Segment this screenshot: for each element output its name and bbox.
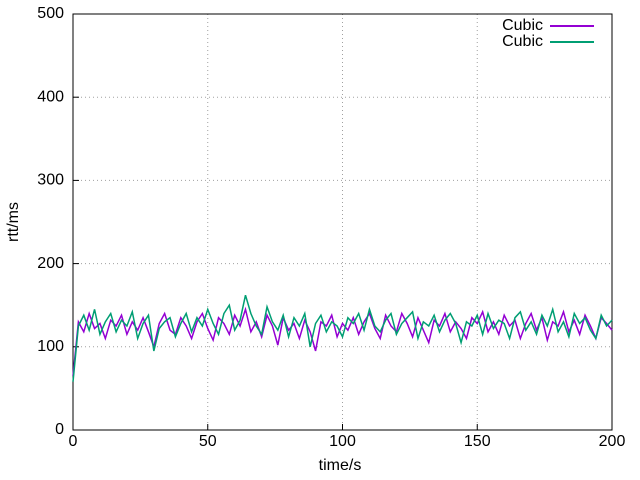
y-tick-label: 100 <box>37 338 64 355</box>
plot-frame <box>72 13 613 431</box>
y-tick-label: 400 <box>37 88 64 105</box>
x-tick-label: 100 <box>329 433 356 450</box>
legend-label: Cubic <box>502 33 543 50</box>
y-tick-label: 0 <box>55 421 64 438</box>
series-line <box>72 295 613 382</box>
y-axis-label: rtt/ms <box>5 202 22 242</box>
legend-label: Cubic <box>502 17 543 34</box>
x-tick-label: 150 <box>464 433 491 450</box>
series-line <box>72 306 613 376</box>
x-tick-label: 200 <box>599 433 626 450</box>
y-tick-label: 200 <box>37 255 64 272</box>
x-tick-label: 0 <box>69 433 78 450</box>
x-axis-label: time/s <box>319 457 362 474</box>
y-tick-label: 500 <box>37 5 64 22</box>
y-tick-label: 300 <box>37 172 64 189</box>
x-tick-label: 50 <box>199 433 217 450</box>
